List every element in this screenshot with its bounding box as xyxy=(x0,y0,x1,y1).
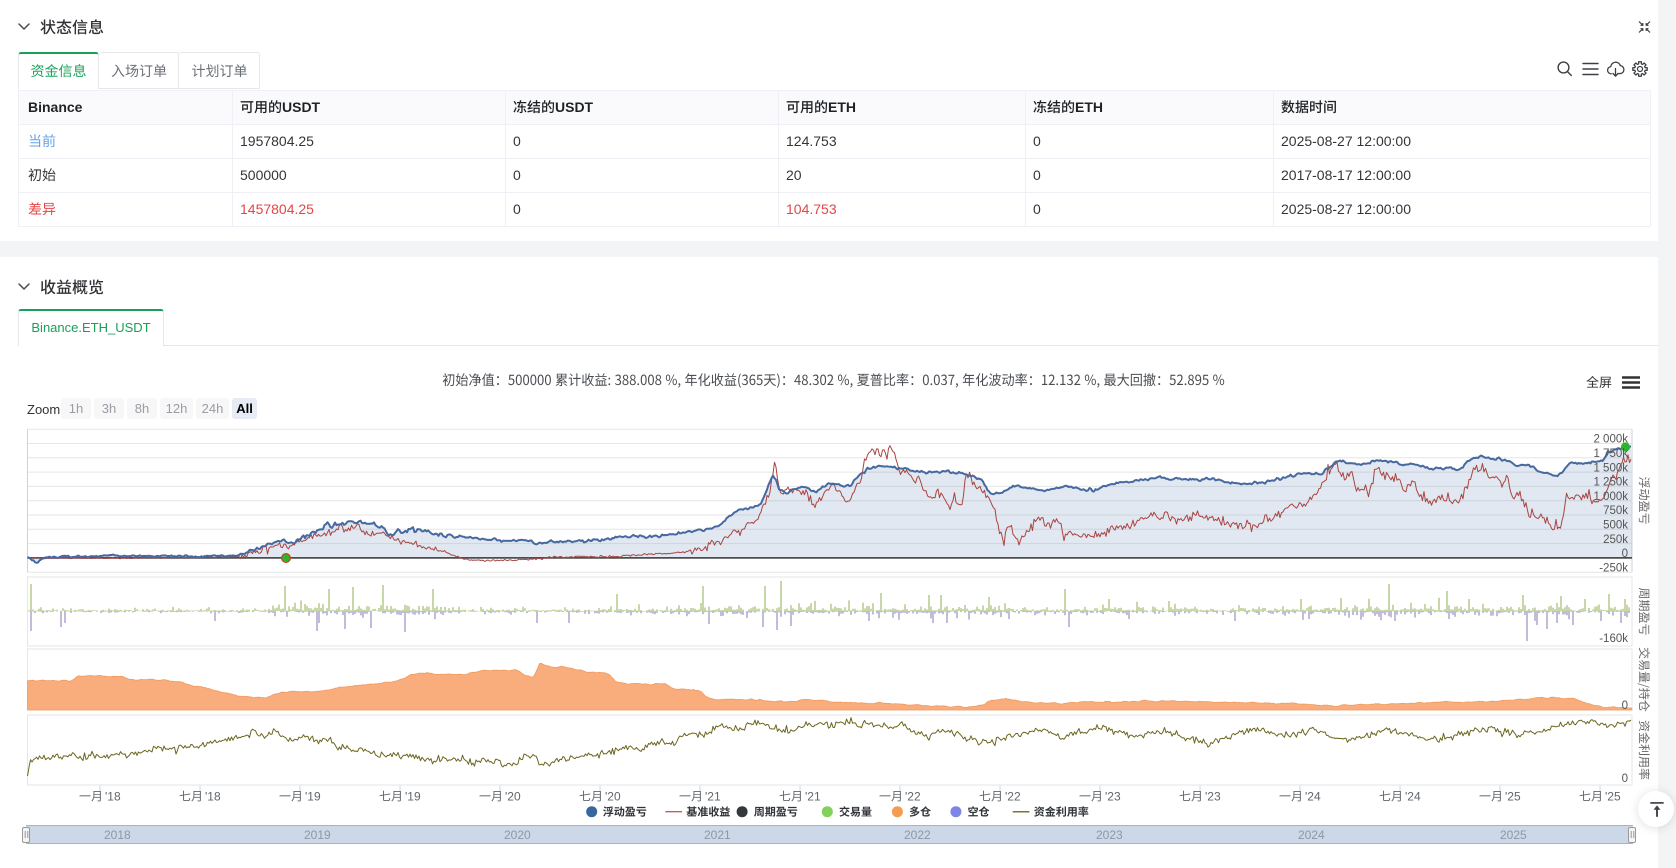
svg-text:250k: 250k xyxy=(1603,534,1628,546)
svg-text:'21: '21 xyxy=(805,790,821,804)
svg-text:'18: '18 xyxy=(205,790,221,804)
svg-text:750k: 750k xyxy=(1603,505,1628,517)
svg-text:2 000k: 2 000k xyxy=(1593,434,1628,446)
svg-text:0: 0 xyxy=(1622,700,1628,712)
svg-text:'20: '20 xyxy=(605,790,621,804)
svg-text:'23: '23 xyxy=(1105,790,1121,804)
svg-text:0: 0 xyxy=(1622,548,1628,560)
svg-text:'19: '19 xyxy=(405,790,421,804)
svg-text:'24: '24 xyxy=(1305,790,1321,804)
svg-text:1 750k: 1 750k xyxy=(1593,448,1628,460)
svg-text:'22: '22 xyxy=(1005,790,1021,804)
svg-text:'25: '25 xyxy=(1505,790,1521,804)
svg-text:500k: 500k xyxy=(1603,520,1628,532)
svg-text:'24: '24 xyxy=(1405,790,1421,804)
svg-text:'22: '22 xyxy=(905,790,921,804)
svg-text:1 000k: 1 000k xyxy=(1593,491,1628,503)
svg-text:1 250k: 1 250k xyxy=(1593,477,1628,489)
svg-text:'23: '23 xyxy=(1205,790,1221,804)
svg-text:-160k: -160k xyxy=(1599,633,1628,645)
svg-text:-250k: -250k xyxy=(1599,562,1628,574)
svg-text:'18: '18 xyxy=(105,790,121,804)
svg-text:'25: '25 xyxy=(1605,790,1621,804)
svg-text:'19: '19 xyxy=(305,790,321,804)
svg-text:1 500k: 1 500k xyxy=(1593,462,1628,474)
svg-text:0: 0 xyxy=(1622,773,1628,785)
svg-text:'20: '20 xyxy=(505,790,521,804)
svg-text:'21: '21 xyxy=(705,790,721,804)
